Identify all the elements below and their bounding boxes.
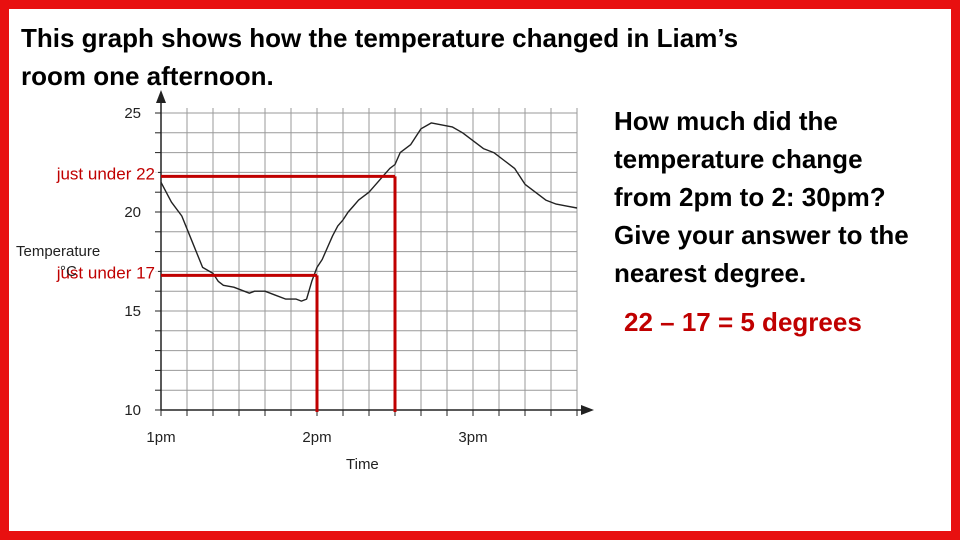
question-line-1: How much did the — [614, 106, 838, 136]
y-axis-label-line-2: °C — [60, 263, 77, 280]
chart-ticks: 25 20 15 10 1pm 2pm 3pm — [124, 105, 578, 446]
answer-text: 22 – 17 = 5 degrees — [624, 307, 862, 337]
temperature-series-line — [160, 122, 578, 302]
question-line-4: Give your answer to the — [614, 220, 909, 250]
chart-axes — [156, 90, 594, 415]
question-line-5: nearest degree. — [614, 258, 807, 288]
x-tick-label: 3pm — [458, 429, 487, 446]
heading-line-2: room one afternoon. — [21, 61, 274, 91]
annotation-label: just under 17 — [56, 263, 155, 282]
axis-labels: Temperature °C Time — [16, 243, 379, 473]
x-tick-label: 2pm — [302, 429, 331, 446]
x-axis-arrow-icon — [581, 405, 594, 415]
question-line-2: temperature change — [614, 144, 863, 174]
x-tick-label: 1pm — [146, 429, 175, 446]
chart-grid — [161, 108, 578, 410]
y-tick-label: 20 — [124, 204, 141, 221]
annotation-label-background — [22, 162, 158, 185]
y-axis-arrow-icon — [156, 90, 166, 103]
x-axis-label: Time — [346, 456, 379, 473]
y-tick-label: 15 — [124, 303, 141, 320]
y-tick-label: 10 — [124, 402, 141, 419]
y-axis-label-line-1: Temperature — [16, 243, 100, 260]
chart-series — [160, 122, 578, 302]
annotation-label: just under 22 — [56, 164, 155, 183]
annotation-label-background — [22, 261, 158, 284]
slide-heading: This graph shows how the temperature cha… — [21, 19, 821, 95]
heading-line-1: This graph shows how the temperature cha… — [21, 23, 739, 53]
y-tick-label: 25 — [124, 105, 141, 122]
question-line-3: from 2pm to 2: 30pm? — [614, 182, 886, 212]
chart-annotations: just under 22 just under 17 — [22, 162, 397, 412]
question-text: How much did the temperature change from… — [614, 102, 954, 292]
